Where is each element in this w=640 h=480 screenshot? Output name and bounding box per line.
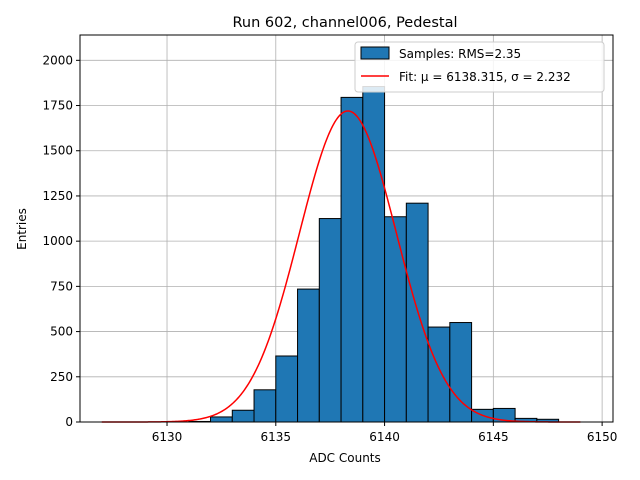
chart-title: Run 602, channel006, Pedestal	[232, 15, 457, 31]
y-axis-label: Entries	[15, 208, 29, 250]
histogram-bar-5	[297, 288, 320, 423]
histogram-bar-10	[405, 202, 429, 423]
histogram-bar-6	[318, 218, 342, 423]
histogram-bar-3	[253, 389, 277, 423]
x-tick-label: 6150	[587, 430, 618, 444]
y-tick-label: 0	[65, 415, 73, 429]
histogram-bar-4	[275, 355, 299, 423]
histogram-bar-2	[231, 409, 255, 423]
chart-legend: Samples: RMS=2.35 Fit: μ = 6138.315, σ =…	[354, 41, 605, 93]
y-tick-label: 1500	[42, 144, 73, 158]
histogram-bar-9	[384, 216, 407, 423]
y-tick-label: 1250	[42, 189, 73, 203]
legend-frame	[354, 41, 605, 93]
y-axis-ticks: 0 250 500 750 1000 1250 1500 1750 2000	[42, 53, 80, 429]
legend-samples-swatch	[360, 46, 390, 60]
x-axis-label: ADC Counts	[309, 451, 381, 465]
x-tick-label: 6130	[152, 430, 183, 444]
y-tick-label: 500	[50, 325, 73, 339]
y-tick-label: 1000	[42, 234, 73, 248]
legend-samples-label: Samples: RMS=2.35	[399, 47, 521, 61]
y-tick-label: 750	[50, 279, 73, 293]
y-tick-label: 250	[50, 370, 73, 384]
histogram-bar-11	[427, 326, 451, 423]
histogram-bar-1	[210, 416, 233, 423]
plot-frame	[79, 34, 614, 423]
x-tick-label: 6135	[261, 430, 292, 444]
x-tick-label: 6145	[478, 430, 509, 444]
histogram-bar-8	[362, 86, 386, 423]
histogram-bar-7	[340, 96, 364, 423]
gaussian-fit-line	[101, 110, 581, 423]
fit-curve-layer	[101, 110, 581, 423]
x-tick-label: 6140	[369, 430, 400, 444]
histogram-bars	[188, 86, 560, 423]
legend-fit-label: Fit: μ = 6138.315, σ = 2.232	[399, 70, 571, 84]
x-axis-ticks: 6130 6135 6140 6145 6150	[152, 422, 618, 444]
y-tick-label: 2000	[42, 53, 73, 67]
y-tick-label: 1750	[42, 99, 73, 113]
